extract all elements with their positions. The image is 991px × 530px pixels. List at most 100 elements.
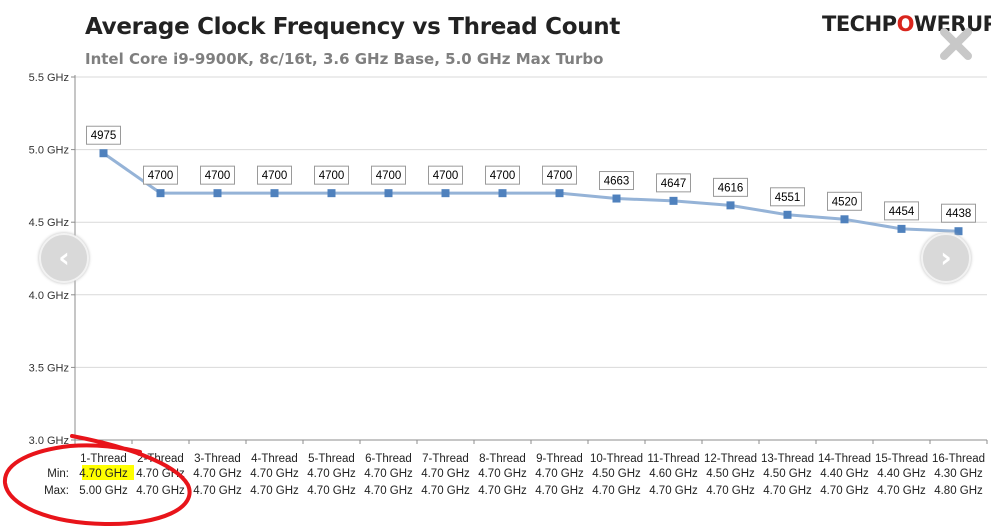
min-frequency-cell: 4.70 GHz — [307, 468, 356, 480]
previous-button[interactable]: ‹ — [39, 233, 89, 283]
x-category-label: 8-Thread — [479, 453, 526, 465]
data-label: 4700 — [376, 170, 402, 182]
data-label: 4616 — [718, 182, 744, 194]
min-frequency-cell: 4.70 GHz — [478, 468, 527, 480]
min-row-label: Min: — [47, 468, 69, 480]
data-label-box — [86, 125, 121, 145]
max-frequency-cell: 4.70 GHz — [649, 485, 698, 497]
data-label: 4700 — [262, 170, 288, 182]
logo-text-start: TECHP — [822, 12, 897, 36]
data-point-marker — [327, 189, 336, 198]
data-label-box — [200, 165, 235, 185]
x-category-label: 15-Thread — [875, 453, 928, 465]
min-frequency-cell: 4.50 GHz — [763, 468, 812, 480]
x-category-label: 16-Thread — [932, 453, 985, 465]
x-category-label: 6-Thread — [365, 453, 412, 465]
min-frequency-cell: 4.70 GHz — [535, 468, 584, 480]
techpowerup-logo: TECHPOWERUP — [822, 12, 991, 36]
data-point-marker — [669, 196, 678, 205]
data-label: 4700 — [205, 170, 231, 182]
min-frequency-cell: 4.70 GHz — [79, 468, 128, 480]
data-point-marker — [384, 189, 393, 198]
min-frequency-cell: 4.40 GHz — [820, 468, 869, 480]
next-button[interactable]: › — [921, 233, 971, 283]
data-label: 4551 — [775, 192, 801, 204]
data-point-marker — [954, 227, 963, 236]
data-label-box — [314, 165, 349, 185]
data-label-box — [656, 173, 691, 193]
max-frequency-cell: 4.70 GHz — [307, 485, 356, 497]
max-frequency-cell: 4.70 GHz — [706, 485, 755, 497]
close-icon[interactable] — [938, 26, 974, 62]
data-label: 4520 — [832, 196, 858, 208]
min-frequency-cell: 4.70 GHz — [250, 468, 299, 480]
red-annotation-circle — [2, 434, 192, 527]
max-frequency-cell: 4.70 GHz — [820, 485, 869, 497]
data-label-box — [941, 203, 976, 223]
max-frequency-cell: 4.80 GHz — [934, 485, 983, 497]
max-frequency-cell: 4.70 GHz — [535, 485, 584, 497]
max-frequency-cell: 4.70 GHz — [763, 485, 812, 497]
data-label-box — [884, 201, 919, 221]
logo-text-end: WERUP — [913, 12, 991, 36]
y-tick-label: 3.0 GHz — [29, 435, 69, 447]
min-frequency-cell: 4.40 GHz — [877, 468, 926, 480]
data-point-marker — [99, 149, 108, 158]
data-label-box — [371, 165, 406, 185]
data-point-marker — [213, 189, 222, 198]
data-label: 4700 — [319, 170, 345, 182]
max-frequency-cell: 4.70 GHz — [364, 485, 413, 497]
data-point-marker — [156, 189, 165, 198]
max-frequency-cell: 4.70 GHz — [136, 485, 185, 497]
x-category-label: 10-Thread — [590, 453, 643, 465]
data-label-box — [485, 165, 520, 185]
min-value-highlight — [82, 465, 134, 480]
max-frequency-cell: 4.70 GHz — [877, 485, 926, 497]
data-point-marker — [840, 215, 849, 224]
max-frequency-cell: 4.70 GHz — [421, 485, 470, 497]
max-frequency-cell: 5.00 GHz — [79, 485, 128, 497]
data-label: 4454 — [889, 206, 915, 218]
data-label-box — [257, 165, 292, 185]
y-tick-label: 5.0 GHz — [29, 145, 69, 157]
chart-title: Average Clock Frequency vs Thread Count — [85, 14, 621, 40]
data-point-marker — [441, 189, 450, 198]
min-frequency-cell: 4.70 GHz — [364, 468, 413, 480]
x-category-label: 4-Thread — [251, 453, 298, 465]
data-point-marker — [270, 189, 279, 198]
series-line — [102, 152, 959, 233]
x-category-label: 9-Thread — [536, 453, 583, 465]
y-tick-label: 5.5 GHz — [29, 72, 69, 84]
x-category-label: 13-Thread — [761, 453, 814, 465]
min-frequency-cell: 4.70 GHz — [193, 468, 242, 480]
y-tick-label: 3.5 GHz — [29, 362, 69, 374]
min-frequency-cell: 4.50 GHz — [706, 468, 755, 480]
data-label: 4647 — [661, 178, 687, 190]
data-label-box — [143, 165, 178, 185]
min-frequency-cell: 4.60 GHz — [649, 468, 698, 480]
data-label-box — [542, 165, 577, 185]
data-label-box — [713, 177, 748, 197]
x-category-label: 12-Thread — [704, 453, 757, 465]
max-frequency-cell: 4.70 GHz — [193, 485, 242, 497]
chevron-right-icon: › — [940, 241, 952, 274]
data-point-marker — [783, 210, 792, 219]
min-frequency-cell: 4.70 GHz — [421, 468, 470, 480]
chart-subtitle: Intel Core i9-9900K, 8c/16t, 3.6 GHz Bas… — [85, 50, 604, 68]
logo-power-o: O — [896, 12, 915, 36]
data-label-box — [428, 165, 463, 185]
max-frequency-cell: 4.70 GHz — [250, 485, 299, 497]
data-label: 4438 — [946, 208, 972, 220]
data-label: 4663 — [604, 176, 630, 188]
data-label: 4700 — [547, 170, 573, 182]
data-label: 4700 — [433, 170, 459, 182]
data-label-box — [599, 171, 634, 191]
max-frequency-cell: 4.70 GHz — [592, 485, 641, 497]
max-row-label: Max: — [44, 485, 69, 497]
x-category-label: 11-Thread — [647, 453, 699, 465]
x-category-label: 14-Thread — [818, 453, 871, 465]
data-label: 4700 — [490, 170, 516, 182]
x-category-label: 5-Thread — [308, 453, 355, 465]
data-point-marker — [612, 194, 621, 203]
